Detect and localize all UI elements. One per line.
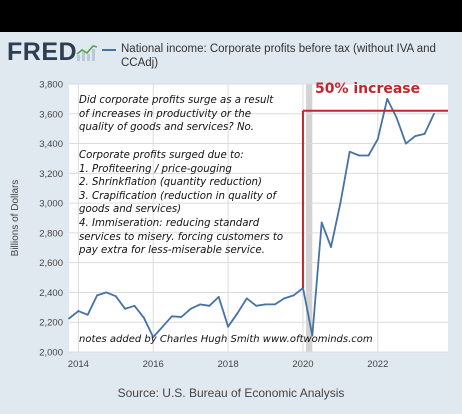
data-point <box>152 336 155 339</box>
x-tick-label: 2020 <box>292 359 313 370</box>
data-point <box>189 307 192 310</box>
series-title[interactable]: National income: Corporate profits befor… <box>121 43 436 69</box>
data-point <box>292 294 295 297</box>
data-point <box>311 334 314 337</box>
data-point <box>171 315 173 318</box>
annotation-list: Corporate profits surged due to: 1. Prof… <box>79 149 291 258</box>
recession-band <box>306 84 313 352</box>
data-point <box>161 325 164 328</box>
data-point <box>330 246 332 248</box>
data-point <box>199 303 201 306</box>
y-tick-label: 2,200 <box>39 318 63 329</box>
data-point <box>386 97 389 100</box>
data-point <box>245 297 248 300</box>
y-axis-label: Billions of Dollars <box>10 180 21 257</box>
data-point <box>217 296 220 298</box>
data-point <box>423 132 426 135</box>
annotation-list-intro: Corporate profits surged due to: <box>79 150 244 161</box>
annotation-list-item: 2. Shrinkflation (quantity reduction) <box>79 177 262 189</box>
data-point <box>142 316 145 319</box>
data-point <box>283 297 286 300</box>
y-tick-label: 3,200 <box>39 169 63 180</box>
data-point <box>96 294 98 297</box>
data-point <box>348 150 351 153</box>
data-point <box>208 304 211 307</box>
x-tick-label: 2016 <box>143 359 164 370</box>
data-point <box>133 304 136 307</box>
data-point <box>367 154 370 157</box>
data-point <box>180 316 183 318</box>
x-tick-label: 2022 <box>367 359 388 370</box>
data-point <box>86 313 89 316</box>
y-tick-label: 3,800 <box>39 80 63 91</box>
data-point <box>320 221 323 224</box>
y-tick-label: 2,800 <box>39 228 63 239</box>
y-tick-label: 2,600 <box>39 258 63 269</box>
data-point <box>376 138 379 140</box>
data-point <box>255 304 258 307</box>
data-point <box>273 303 276 306</box>
source-note: Source: U.S. Bureau of Economic Analysis <box>117 386 345 400</box>
data-point <box>395 116 398 119</box>
data-point <box>433 112 435 115</box>
series-legend-swatch <box>102 49 116 51</box>
data-point <box>114 295 117 298</box>
data-point <box>105 291 108 294</box>
annotation-list-item: 4. Immiseration: reducing standard servi… <box>79 217 284 257</box>
data-point <box>236 312 239 315</box>
data-point <box>68 317 70 320</box>
data-point <box>227 325 229 328</box>
fred-chart-icon <box>76 45 98 61</box>
y-tick-label: 3,600 <box>39 109 63 120</box>
data-point <box>414 135 417 138</box>
data-point <box>77 310 80 312</box>
x-tick-label: 2014 <box>68 359 89 370</box>
annotation-question: Did corporate profits surge as a result … <box>79 95 274 134</box>
y-tick-label: 3,000 <box>39 199 63 210</box>
y-tick-label: 2,400 <box>39 288 63 299</box>
y-tick-label: 3,400 <box>39 139 63 150</box>
data-point <box>404 142 407 145</box>
annotation-list-item: 1. Profiteering / price-gouging <box>79 163 232 175</box>
increase-label: 50% increase <box>315 81 421 97</box>
x-tick-label: 2018 <box>218 359 239 370</box>
annotation-list-item: 3. Crapification (reduction in quality o… <box>79 190 277 216</box>
series-line <box>68 98 435 339</box>
data-point <box>339 202 342 205</box>
y-tick-label: 2,000 <box>39 348 63 359</box>
data-point <box>264 303 267 306</box>
data-point <box>358 154 360 157</box>
annotation-credit: notes added by Charles Hugh Smith www.of… <box>79 334 373 345</box>
data-point <box>124 307 127 310</box>
fred-logo[interactable]: FRED <box>7 38 78 66</box>
